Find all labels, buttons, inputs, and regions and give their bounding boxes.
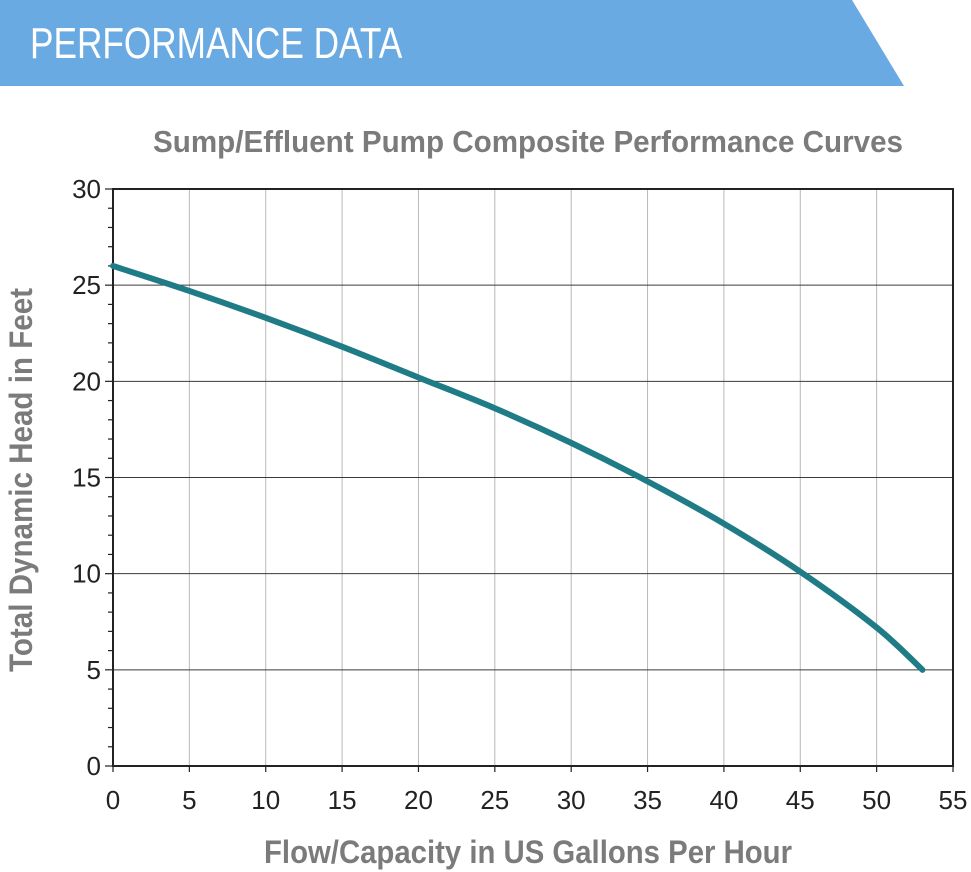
axes	[105, 188, 954, 772]
x-tick-label: 50	[862, 785, 891, 815]
banner-title: PERFORMANCE DATA	[30, 19, 403, 68]
chart-title: Sump/Effluent Pump Composite Performance…	[153, 124, 903, 159]
y-tick-label: 10	[72, 559, 101, 589]
x-tick-label: 35	[633, 785, 662, 815]
x-tick-label: 45	[786, 785, 815, 815]
y-tick-label: 0	[87, 751, 101, 781]
x-tick-label: 10	[251, 785, 280, 815]
y-tick-label: 15	[72, 463, 101, 493]
y-tick-label: 30	[72, 174, 101, 204]
x-axis-label: Flow/Capacity in US Gallons Per Hour	[264, 834, 792, 870]
y-tick-label: 20	[72, 366, 101, 396]
x-tick-label: 30	[557, 785, 586, 815]
x-tick-label: 55	[939, 785, 968, 815]
x-tick-label: 20	[404, 785, 433, 815]
y-tick-label: 25	[72, 270, 101, 300]
performance-chart: Sump/Effluent Pump Composite Performance…	[3, 124, 967, 870]
x-tick-label: 40	[709, 785, 738, 815]
tick-labels: 0 5 10 15 20 25 30 35 40 45 50 55 0 5 10 15 20 25 30	[72, 174, 967, 815]
x-tick-label: 0	[106, 785, 120, 815]
x-tick-label: 25	[480, 785, 509, 815]
y-tick-label: 5	[87, 655, 101, 685]
header-banner: PERFORMANCE DATA	[0, 0, 971, 86]
x-tick-label: 5	[182, 785, 196, 815]
x-tick-label: 15	[328, 785, 357, 815]
performance-curve	[110, 262, 926, 673]
grid	[113, 189, 953, 766]
banner-shape	[0, 0, 904, 86]
series	[110, 262, 926, 673]
y-axis-label: Total Dynamic Head in Feet	[3, 288, 39, 672]
